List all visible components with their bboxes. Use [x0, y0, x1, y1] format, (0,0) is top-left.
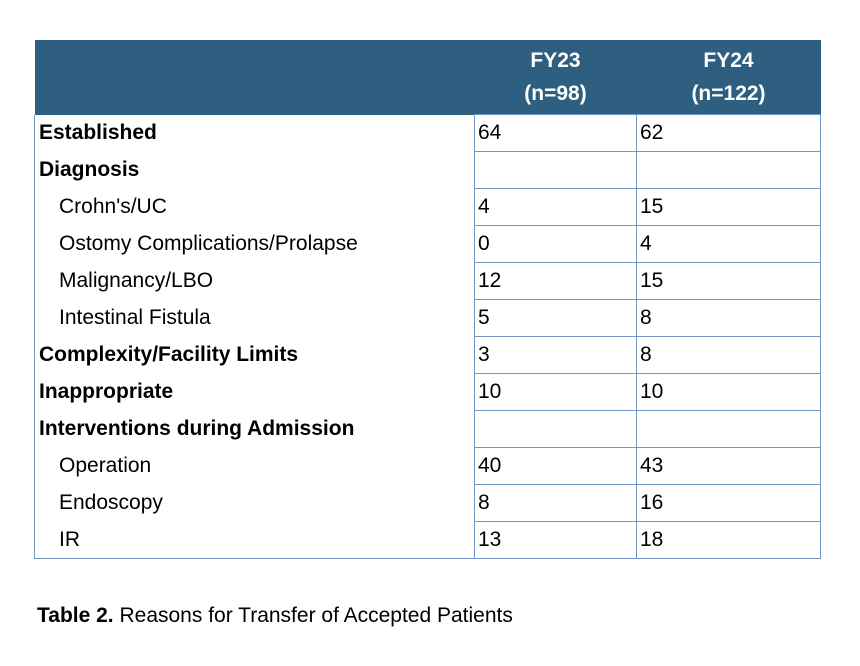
fy24-cell: 43: [636, 447, 821, 485]
header-fy23: FY23 (n=98): [474, 40, 637, 115]
header-row: FY23 (n=98) FY24 (n=122): [34, 40, 821, 115]
row-label: Established: [34, 114, 475, 152]
table-row: Crohn's/UC 4 15: [34, 188, 821, 226]
table-row: Endoscopy 8 16: [34, 484, 821, 522]
header-fy23-year: FY23: [530, 49, 581, 72]
fy23-cell: 64: [474, 114, 637, 152]
fy23-cell: 0: [474, 225, 637, 263]
row-label: Inappropriate: [34, 373, 475, 411]
table-row: Intestinal Fistula 5 8: [34, 299, 821, 337]
header-fy24-year: FY24: [703, 49, 754, 72]
table-row: Malignancy/LBO 12 15: [34, 262, 821, 300]
table-row: Established 64 62: [34, 114, 821, 152]
fy24-cell: [636, 410, 821, 448]
fy23-cell: 3: [474, 336, 637, 374]
fy24-cell: 15: [636, 262, 821, 300]
fy23-cell: [474, 151, 637, 189]
table-caption: Table 2. Reasons for Transfer of Accepte…: [37, 604, 513, 628]
row-label: Diagnosis: [34, 151, 475, 189]
row-label: Crohn's/UC: [34, 188, 475, 226]
row-label: Operation: [34, 447, 475, 485]
caption-text: Reasons for Transfer of Accepted Patient…: [113, 604, 513, 627]
header-fy24: FY24 (n=122): [636, 40, 821, 115]
table-row: Ostomy Complications/Prolapse 0 4: [34, 225, 821, 263]
header-corner: [34, 40, 475, 115]
fy23-cell: 5: [474, 299, 637, 337]
fy23-cell: 10: [474, 373, 637, 411]
caption-label: Table 2.: [37, 604, 114, 627]
row-label: Malignancy/LBO: [34, 262, 475, 300]
fy24-cell: 8: [636, 299, 821, 337]
fy24-cell: 16: [636, 484, 821, 522]
header-fy23-count: (n=98): [524, 82, 587, 105]
row-label: Endoscopy: [34, 484, 475, 522]
fy23-cell: 40: [474, 447, 637, 485]
row-label: Interventions during Admission: [34, 410, 475, 448]
fy23-cell: 4: [474, 188, 637, 226]
table-row: Interventions during Admission: [34, 410, 821, 448]
fy24-cell: 4: [636, 225, 821, 263]
fy24-cell: 10: [636, 373, 821, 411]
fy24-cell: 15: [636, 188, 821, 226]
row-label: Complexity/Facility Limits: [34, 336, 475, 374]
transfer-reasons-table: FY23 (n=98) FY24 (n=122) Established 64 …: [34, 40, 821, 559]
fy23-cell: [474, 410, 637, 448]
table-row: Operation 40 43: [34, 447, 821, 485]
fy24-cell: [636, 151, 821, 189]
table-row: Inappropriate 10 10: [34, 373, 821, 411]
row-label: Ostomy Complications/Prolapse: [34, 225, 475, 263]
row-label: IR: [34, 521, 475, 559]
table-row: Diagnosis: [34, 151, 821, 189]
table-row: IR 13 18: [34, 521, 821, 559]
fy24-cell: 18: [636, 521, 821, 559]
fy23-cell: 13: [474, 521, 637, 559]
fy24-cell: 62: [636, 114, 821, 152]
row-label: Intestinal Fistula: [34, 299, 475, 337]
header-fy24-count: (n=122): [691, 82, 766, 105]
fy23-cell: 12: [474, 262, 637, 300]
fy24-cell: 8: [636, 336, 821, 374]
fy23-cell: 8: [474, 484, 637, 522]
table-row: Complexity/Facility Limits 3 8: [34, 336, 821, 374]
